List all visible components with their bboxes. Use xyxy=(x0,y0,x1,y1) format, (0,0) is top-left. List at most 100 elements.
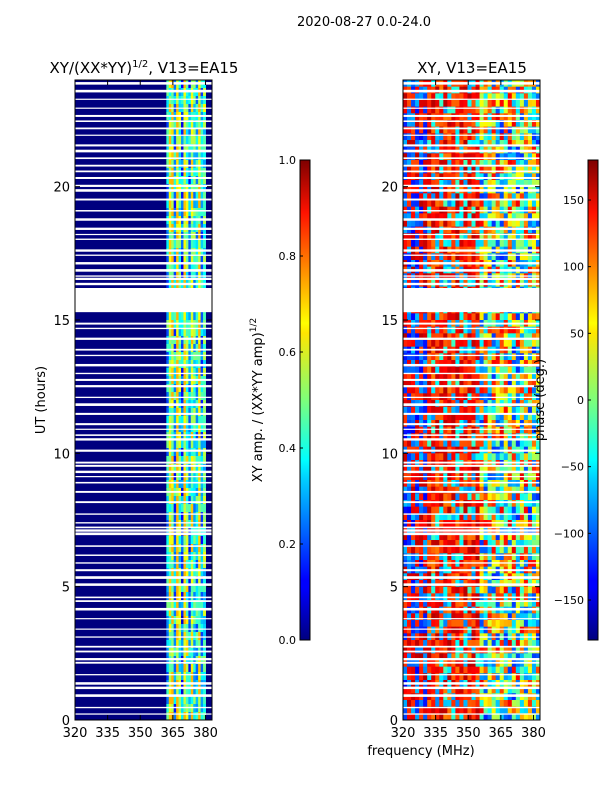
phase-cell xyxy=(463,553,468,561)
phase-cell xyxy=(463,486,468,494)
phase-cell xyxy=(431,533,436,541)
phase-cell xyxy=(519,200,525,208)
phase-cell xyxy=(451,360,456,368)
phase-cell xyxy=(523,193,529,201)
amplitude-cell xyxy=(171,448,175,457)
amplitude-cell xyxy=(185,456,189,465)
amplitude-cell xyxy=(168,576,172,585)
phase-cell xyxy=(459,493,464,501)
amplitude-cell xyxy=(193,120,197,129)
phase-cell xyxy=(527,553,533,561)
phase-cell xyxy=(503,686,509,694)
phase-cell xyxy=(447,533,452,541)
flagged-row xyxy=(403,562,540,564)
phase-cell xyxy=(503,673,509,681)
phase-cell xyxy=(419,386,424,394)
phase-cell xyxy=(419,153,424,161)
phase-cell xyxy=(423,133,428,141)
phase-cell xyxy=(479,426,484,434)
phase-cell xyxy=(527,533,533,541)
phase-cell xyxy=(523,273,529,281)
phase-cell xyxy=(403,653,408,661)
flagged-row xyxy=(403,363,540,367)
phase-cell xyxy=(419,326,424,334)
phase-cell xyxy=(419,613,424,621)
amplitude-cell xyxy=(181,248,184,257)
phase-cell xyxy=(439,540,444,548)
amplitude-cell xyxy=(195,624,199,633)
phase-cell xyxy=(415,553,420,561)
phase-cell xyxy=(447,700,452,708)
amplitude-cell xyxy=(190,96,194,105)
amplitude-cell xyxy=(198,368,202,377)
phase-cell xyxy=(523,93,529,101)
phase-cell xyxy=(483,540,489,548)
phase-cell xyxy=(459,713,464,720)
phase-cell xyxy=(515,466,521,474)
phase-cell xyxy=(451,500,456,508)
phase-cell xyxy=(467,646,472,654)
amplitude-cell xyxy=(183,664,187,673)
flagged-row xyxy=(403,337,540,340)
amplitude-cell xyxy=(195,544,199,553)
amplitude-cell xyxy=(188,568,192,577)
amplitude-cell xyxy=(203,344,206,353)
amplitude-cell xyxy=(193,496,197,505)
phase-cell xyxy=(491,506,497,514)
amplitude-cell xyxy=(181,696,184,705)
amplitude-cell xyxy=(200,424,204,433)
amplitude-cell xyxy=(171,552,175,561)
phase-cell xyxy=(527,166,533,174)
phase-cell xyxy=(455,153,460,161)
colorbar-tick-label: 0.6 xyxy=(279,346,297,359)
phase-cell xyxy=(535,273,540,281)
amplitude-cell xyxy=(168,448,172,457)
amplitude-cell xyxy=(190,464,194,473)
flagged-row xyxy=(75,694,212,697)
phase-cell xyxy=(511,326,517,334)
phase-cell xyxy=(519,440,525,448)
flagged-row xyxy=(75,144,212,147)
phase-cell xyxy=(479,380,484,388)
phase-cell xyxy=(523,353,529,361)
phase-cell xyxy=(495,373,501,381)
phase-cell xyxy=(487,380,493,388)
phase-cell xyxy=(515,333,521,341)
phase-cell xyxy=(435,380,440,388)
phase-cell xyxy=(407,686,412,694)
phase-cell xyxy=(531,373,537,381)
phase-cell xyxy=(531,153,537,161)
phase-cell xyxy=(499,380,505,388)
flagged-row xyxy=(75,189,212,192)
amplitude-cell xyxy=(193,664,197,673)
phase-cell xyxy=(519,93,525,101)
amplitude-cell xyxy=(190,200,194,209)
phase-cell xyxy=(467,493,472,501)
amplitude-cell xyxy=(203,512,206,521)
phase-cell xyxy=(427,233,432,241)
phase-cell xyxy=(483,413,489,421)
phase-cell xyxy=(527,193,533,201)
x-tick-label: 335 xyxy=(95,726,120,741)
phase-cell xyxy=(519,140,525,148)
phase-cell xyxy=(483,666,489,674)
phase-cell xyxy=(423,213,428,221)
amplitude-cell xyxy=(176,624,180,633)
amplitude-cell xyxy=(203,328,206,337)
phase-cell xyxy=(459,226,464,234)
phase-cell xyxy=(467,213,472,221)
amplitude-cell xyxy=(195,480,199,489)
phase-cell xyxy=(447,160,452,168)
flagged-row xyxy=(403,438,540,441)
phase-cell xyxy=(503,273,509,281)
amplitude-cell xyxy=(173,600,177,609)
phase-cell xyxy=(491,486,497,494)
phase-cell xyxy=(415,153,420,161)
amplitude-cell xyxy=(200,392,204,401)
phase-cell xyxy=(459,333,464,341)
amplitude-cell xyxy=(166,176,170,185)
phase-cell xyxy=(451,326,456,334)
phase-cell xyxy=(515,626,521,634)
phase-cell xyxy=(439,380,444,388)
amplitude-cell xyxy=(176,432,180,441)
